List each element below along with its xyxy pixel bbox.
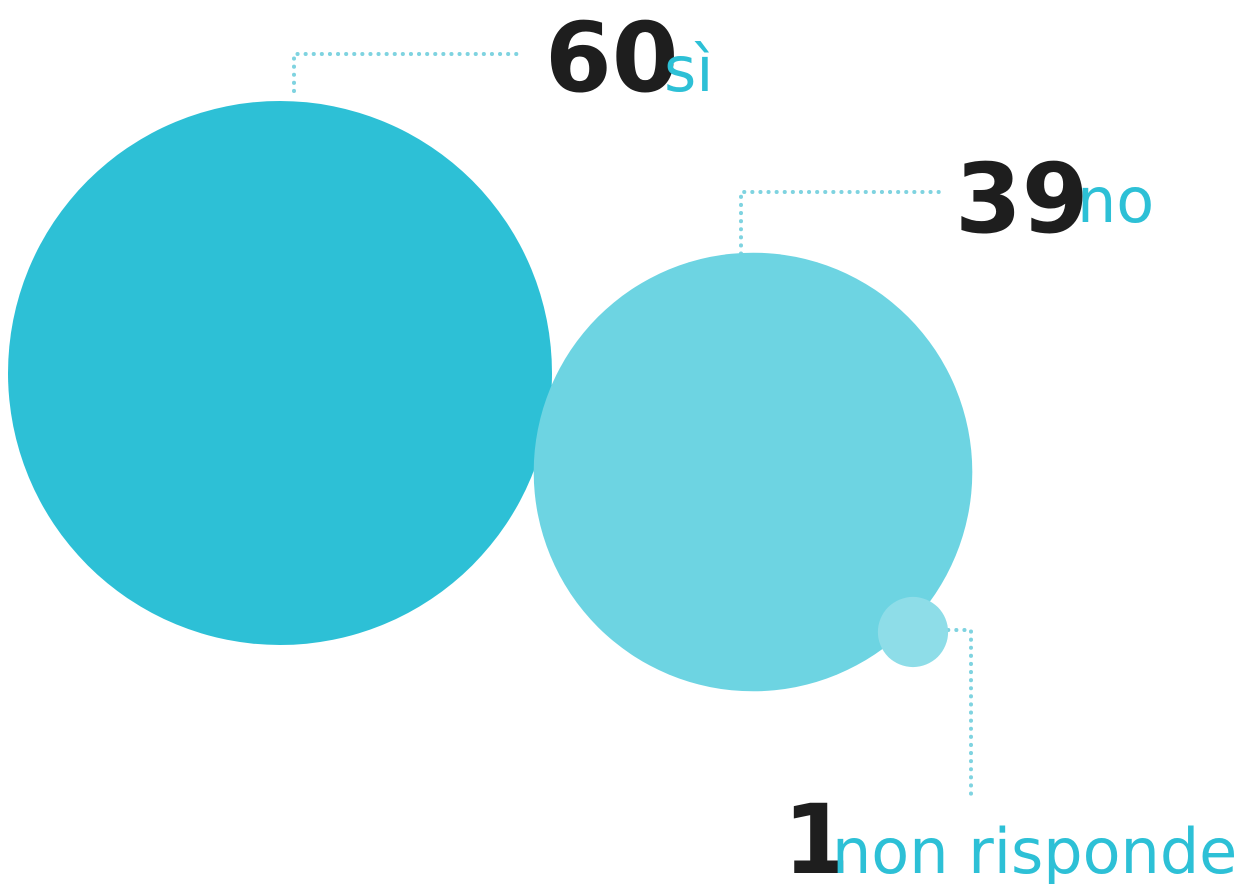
connector-si (292, 52, 522, 93)
value-label-non-risponde: 1 (783, 784, 850, 884)
bubble-no (533, 252, 973, 692)
category-label-non-risponde: non risponde (832, 815, 1237, 884)
category-label-no: no (1077, 164, 1154, 237)
value-label-si: 60 (545, 2, 679, 114)
bubble-non-risponde (877, 596, 949, 668)
connector-non-risponde (930, 628, 973, 800)
bubble-si (8, 101, 552, 645)
category-label-si: sì (664, 33, 714, 106)
value-label-no: 39 (955, 143, 1089, 255)
